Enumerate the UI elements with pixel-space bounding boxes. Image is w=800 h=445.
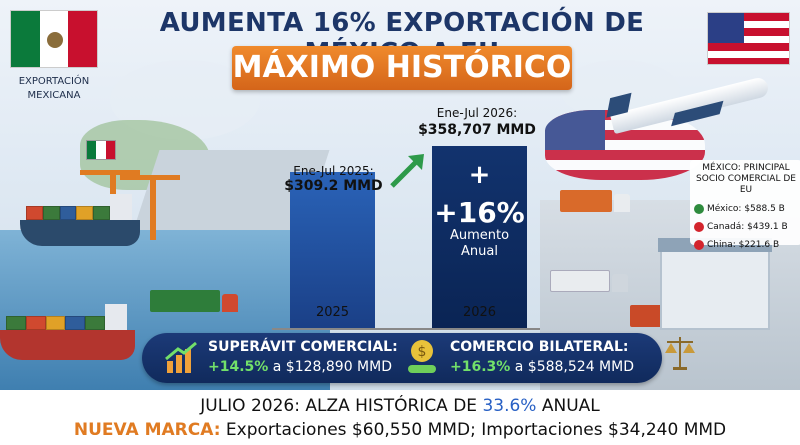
surplus-percent: +14.5% (208, 359, 269, 375)
bar-2026 (432, 146, 527, 330)
partner-heading-1: MÉXICO: PRINCIPAL (702, 163, 790, 173)
mexico-flag-icon (694, 204, 704, 214)
partner-row-label: México: $588.5 B (707, 204, 785, 214)
period-label-2026: Ene-Jul 2026: (436, 106, 518, 120)
chart-baseline (272, 328, 540, 330)
svg-text:$: $ (418, 344, 427, 360)
partner-row-label: China: $221.6 B (707, 240, 780, 250)
export-label: EXPORTACIÓN MEXICANA (18, 76, 90, 101)
bilateral-value: +16.3% a $588,524 MMD (450, 359, 634, 375)
footer-line-1-text: JULIO 2026: ALZA HISTÓRICA DE (200, 396, 483, 416)
increase-percent: +16% (434, 196, 525, 229)
bar-2025 (290, 172, 375, 330)
mexico-small-flag-icon (86, 140, 116, 160)
warehouse-icon (658, 238, 772, 330)
footer-line-2: NUEVA MARCA: Exportaciones $60,550 MMD; … (0, 420, 800, 440)
footer-line-1: JULIO 2026: ALZA HISTÓRICA DE 33.6% ANUA… (0, 396, 800, 416)
cargo-ship-icon (20, 194, 140, 246)
value-label-2025: $309.2 MMD (284, 178, 383, 194)
increase-plus: + (468, 160, 491, 190)
value-label-2026: $358,707 MMD (418, 122, 536, 138)
surplus-label: SUPERÁVIT COMERCIAL: (208, 339, 398, 355)
partner-row: México: $588.5 B (694, 200, 798, 218)
surplus-value: +14.5% a $128,890 MMD (208, 359, 392, 375)
port-crane-icon (120, 175, 180, 240)
surplus-amount: a $128,890 MMD (272, 359, 392, 375)
truck-icon (150, 290, 240, 312)
china-flag-icon (694, 240, 704, 250)
truck-icon (550, 270, 630, 292)
partner-row-label: Canadá: $439.1 B (707, 222, 788, 232)
x-tick-2025: 2025 (315, 305, 350, 320)
trade-partner-card: MÉXICO: PRINCIPAL SOCIO COMERCIAL DE EU … (690, 160, 800, 250)
bilateral-percent: +16.3% (450, 359, 511, 375)
partner-row: Canadá: $439.1 B (694, 218, 798, 236)
increase-text-2: Anual (461, 244, 498, 259)
partner-row: China: $221.6 B (694, 236, 798, 254)
metrics-banner: SUPERÁVIT COMERCIAL: +14.5% a $128,890 M… (142, 333, 662, 383)
partner-heading-2: SOCIO COMERCIAL DE EU (696, 174, 796, 195)
subtitle-banner: MÁXIMO HISTÓRICO (232, 46, 572, 90)
period-label-2025: Ene-Jul 2025: (293, 164, 374, 178)
footer-line-2-text: Exportaciones $60,550 MMD; Importaciones… (220, 420, 727, 440)
usa-flag-icon (707, 12, 790, 65)
scale-icon (665, 337, 695, 370)
footer-line-1-suffix: ANUAL (536, 396, 600, 416)
footer-line-1-percent: 33.6% (482, 396, 537, 416)
bilateral-amount: a $588,524 MMD (514, 359, 634, 375)
canada-flag-icon (694, 222, 704, 232)
x-tick-2026: 2026 (462, 305, 497, 320)
trend-up-arrow-icon (390, 154, 424, 188)
footer-banner (0, 390, 800, 445)
subtitle: MÁXIMO HISTÓRICO (232, 50, 572, 85)
increase-text-1: Aumento (449, 228, 510, 243)
footer-line-2-label: NUEVA MARCA: (73, 420, 221, 440)
export-bar-chart: Ene-Jul 2025: $309.2 MMD Ene-Jul 2026: $… (272, 98, 540, 330)
trend-chart-icon (165, 341, 197, 373)
bilateral-label: COMERCIO BILATERAL: (450, 339, 629, 355)
mexico-flag-icon (10, 10, 98, 68)
money-hand-icon: $ (408, 340, 436, 373)
truck-icon (560, 190, 630, 212)
cargo-ship-icon (0, 304, 135, 360)
